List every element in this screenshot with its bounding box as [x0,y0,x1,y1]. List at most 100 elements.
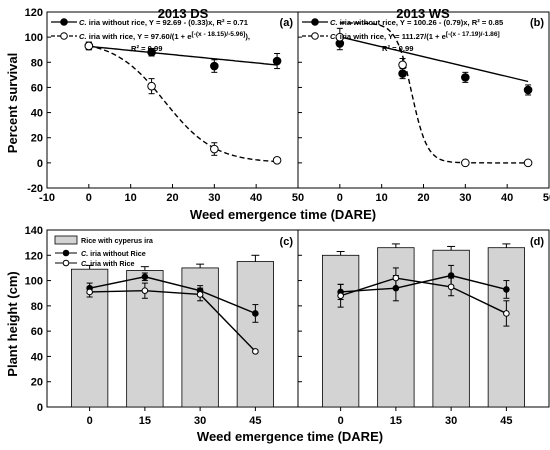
data-point [84,41,94,51]
fit-line-0 [339,36,529,83]
data-point [252,310,259,317]
data-point [141,287,149,294]
legend-marker [62,259,70,267]
y-tick-label: 140 [25,225,43,237]
legend-entry: Rice with cyperus ira [81,236,154,245]
legend-marker [60,18,68,26]
x-tick-label: 0 [338,415,344,427]
x-tick-label: 0 [87,415,93,427]
data-point [196,291,204,298]
data-point [461,158,470,168]
x-tick-label: 45 [500,415,512,427]
legend-marker [60,32,68,40]
data-point [523,158,533,168]
panel-label: (c) [280,236,294,248]
legend-entry: C. iria without rice, Y = 92.69 - (0.33)… [79,18,249,27]
data-point [147,47,156,57]
series-line-1 [89,289,256,352]
y-tick-label: 20 [31,133,43,145]
y-tick-label: 100 [25,276,43,288]
y-tick-label: 120 [25,250,43,262]
data-point [335,32,345,42]
bar [321,254,360,408]
data-point [447,283,455,291]
y-tick-label: 80 [31,301,43,313]
x-tick-label: 20 [166,192,178,204]
x-tick-label: 0 [337,192,343,204]
data-point [523,85,533,95]
y-tick-label: 20 [31,377,43,389]
panel-frame-3 [297,229,550,408]
title-a: 2013 DS [158,6,209,21]
panel-label: (b) [530,17,544,29]
legend-r2: R² = 0.99 [131,44,162,53]
x-tick-label: 30 [445,415,457,427]
data-point [252,348,259,355]
x-tick-label: 20 [417,192,429,204]
fit-line-1 [88,45,278,163]
ylabel-top: Percent survival [5,53,20,153]
x-tick-label: 50 [543,192,550,204]
y-tick-label: 0 [37,402,43,414]
x-tick-label: -10 [39,192,55,204]
series-line-1 [340,277,507,315]
data-point [141,273,149,281]
fit-line-0 [88,45,278,66]
x-tick-label: 10 [376,192,388,204]
y-tick-label: 0 [37,158,43,170]
legend-marker [311,18,319,26]
legend-marker [311,32,319,40]
legend-entry: C. iria with rice, Y = 97.60/(1 + e[-(x … [79,31,250,42]
fit-line-1 [339,22,529,164]
data-point [392,274,400,282]
data-point [337,292,344,300]
legend-r2: R² = 0.99 [382,44,413,53]
panel-label: (a) [280,17,294,29]
y-tick-label: -20 [27,183,43,195]
legend-entry: C. iria without rice, Y = 100.26 - (0.79… [330,18,504,27]
legend-entry: C. iria with Rice [81,259,135,268]
y-tick-label: 40 [31,351,43,363]
ylabel-bottom: Plant height (cm) [5,271,20,376]
x-tick-label: 30 [208,192,220,204]
data-point [398,60,407,70]
x-tick-label: 15 [139,415,151,427]
data-point [147,81,156,91]
y-tick-label: 80 [31,57,43,69]
x-tick-label: 0 [86,192,92,204]
bar [236,261,275,408]
bar [487,247,526,408]
x-tick-label: 30 [194,415,206,427]
y-tick-label: 60 [31,82,43,94]
panel-label: (d) [530,236,544,248]
data-point [503,310,510,317]
data-point [86,288,93,296]
legend-swatch [54,235,78,245]
x-tick-label: 30 [459,192,471,204]
legend-entry: C. iria without Rice [81,249,146,258]
data-point [272,156,282,165]
x-tick-label: 15 [390,415,402,427]
x-tick-label: 40 [501,192,513,204]
y-tick-label: 100 [25,32,43,44]
xlabel-bottom: Weed emergence time (DARE) [197,429,383,444]
data-point [447,272,455,279]
xlabel-top: Weed emergence time (DARE) [190,207,376,222]
x-tick-label: 50 [292,192,304,204]
legend-marker [62,249,70,257]
data-point [210,61,219,71]
data-point [210,144,219,154]
series-line-0 [89,276,256,315]
title-b: 2013 WS [396,6,450,21]
x-tick-label: 40 [250,192,262,204]
x-tick-label: 45 [249,415,261,427]
y-tick-label: 40 [31,108,43,120]
x-tick-label: 10 [125,192,137,204]
y-tick-label: 60 [31,326,43,338]
data-point [503,286,510,293]
y-tick-label: 120 [25,7,43,19]
data-point [272,56,282,66]
legend-entry: C. iria with rice, Y = 111.27/(1 + e[-(x… [330,31,500,42]
